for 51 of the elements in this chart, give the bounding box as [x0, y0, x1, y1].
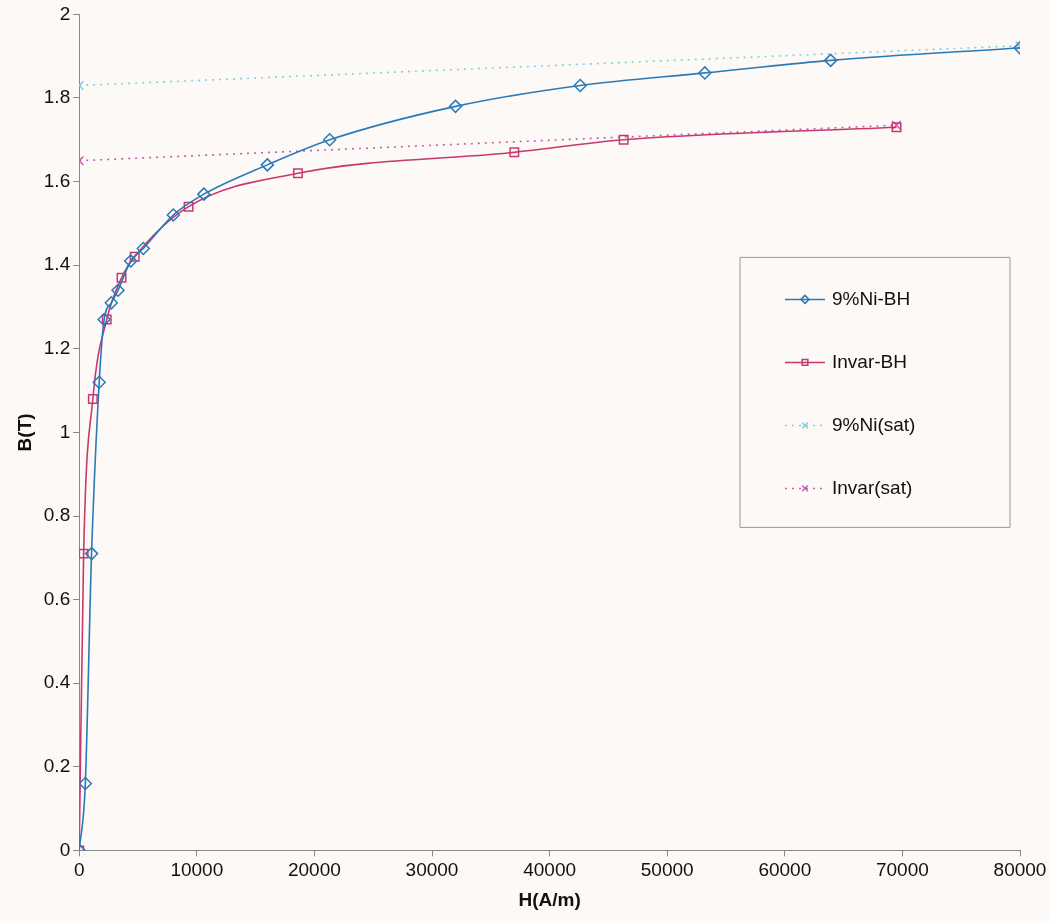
- y-tick-label: 0: [59, 838, 71, 860]
- point: [166, 208, 181, 222]
- point: [136, 241, 151, 256]
- x-axis-title: H(A/m): [518, 888, 581, 910]
- x-tick-label: 80000: [993, 859, 1047, 881]
- point: [129, 251, 140, 262]
- y-tick-label: 1.4: [43, 253, 71, 275]
- y-tick-label: 0.4: [43, 671, 71, 693]
- point: [87, 393, 98, 404]
- point: [823, 53, 838, 68]
- legend-label: 9%Ni(sat): [832, 413, 916, 435]
- legend-label: Invar-BH: [832, 350, 907, 372]
- y-tick-label: 0.6: [43, 587, 71, 609]
- point: [104, 296, 119, 310]
- point: [292, 168, 303, 179]
- point: [573, 78, 587, 93]
- point: [116, 272, 127, 283]
- y-tick-label: 2: [59, 2, 71, 24]
- x-tick-label: 40000: [523, 859, 577, 881]
- y-tick-label: 0.2: [43, 755, 71, 777]
- x-tick-label: 10000: [170, 859, 224, 881]
- point: [448, 99, 463, 114]
- y-tick-label: 1.6: [43, 169, 71, 191]
- y-tick-label: 1.8: [43, 86, 71, 108]
- legend-label: Invar(sat): [832, 476, 913, 498]
- x-tick-label: 20000: [287, 859, 341, 881]
- point: [260, 158, 275, 172]
- point: [101, 314, 112, 325]
- x-tick-label: 30000: [405, 859, 459, 881]
- x-tick-label: 70000: [875, 859, 929, 881]
- y-tick-label: 0.8: [43, 504, 71, 526]
- point: [84, 546, 99, 561]
- point: [79, 548, 89, 559]
- point: [183, 201, 194, 212]
- point: [197, 187, 211, 201]
- x-tick-label: 60000: [758, 859, 812, 881]
- point: [509, 147, 520, 158]
- x-tick-label: 50000: [640, 859, 694, 881]
- point: [123, 254, 138, 268]
- x-tick-label: 0: [73, 859, 85, 881]
- point: [618, 134, 629, 145]
- point: [698, 66, 712, 80]
- point: [92, 375, 106, 389]
- y-tick-label: 1.2: [43, 337, 71, 359]
- point: [322, 133, 337, 147]
- legend-label: 9%Ni-BH: [832, 287, 911, 309]
- point: [97, 312, 111, 327]
- y-axis-title: B(T): [13, 413, 35, 452]
- point: [111, 283, 125, 298]
- point: [79, 776, 93, 791]
- y-tick-label: 1: [59, 420, 71, 442]
